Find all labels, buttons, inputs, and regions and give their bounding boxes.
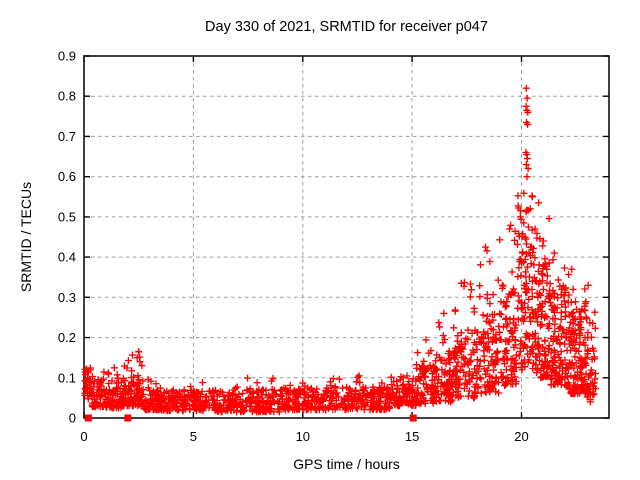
y-tick-label: 0.3 [58,290,76,305]
x-tick-label: 15 [405,429,419,444]
x-tick-label: 10 [296,429,310,444]
zero-flag-square-marker [409,414,417,422]
zero-flag-squares [84,414,417,422]
chart-title: Day 330 of 2021, SRMTID for receiver p04… [205,19,488,35]
y-tick-label: 0.9 [58,49,76,64]
x-tick-label: 0 [80,429,87,444]
y-tick-labels: 0 0.1 0.2 0.3 0.4 0.5 0.6 0.7 0.8 0.9 [58,49,76,426]
y-tick-label: 0.5 [58,209,76,224]
zero-flag-square-marker [124,414,132,422]
plot-frame [83,55,610,419]
x-axis-label: GPS time / hours [293,456,400,472]
x-tick-label: 20 [514,429,528,444]
y-tick-label: 0.7 [58,129,76,144]
y-axis-label: SRMTID / TECUs [18,182,34,292]
x-tick-label: 5 [190,429,197,444]
grid-path [84,56,609,418]
y-tick-label: 0.2 [58,330,76,345]
gridlines [84,56,609,418]
y-tick-label: 0.6 [58,169,76,184]
y-tick-label: 0.1 [58,370,76,385]
y-tick-label: 0 [69,411,76,426]
scatter-points-srmtid [81,84,600,416]
y-tick-label: 0.8 [58,89,76,104]
zero-flag-square-marker [84,414,92,422]
x-tick-labels: 0 5 10 15 20 [80,429,528,444]
y-tick-label: 0.4 [58,250,76,265]
